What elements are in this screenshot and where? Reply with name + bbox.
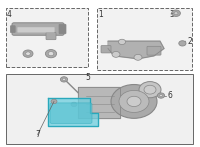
Circle shape bbox=[23, 50, 33, 57]
Text: 3: 3 bbox=[169, 10, 174, 19]
FancyBboxPatch shape bbox=[6, 74, 193, 144]
Text: 5: 5 bbox=[86, 73, 90, 82]
Circle shape bbox=[157, 93, 165, 98]
FancyBboxPatch shape bbox=[97, 8, 192, 70]
Text: 6: 6 bbox=[168, 91, 173, 100]
FancyBboxPatch shape bbox=[50, 103, 92, 123]
Circle shape bbox=[112, 51, 120, 57]
FancyBboxPatch shape bbox=[147, 46, 161, 55]
Circle shape bbox=[118, 39, 126, 45]
Circle shape bbox=[172, 10, 180, 16]
FancyBboxPatch shape bbox=[6, 8, 88, 67]
FancyBboxPatch shape bbox=[59, 24, 66, 34]
Text: 1: 1 bbox=[98, 10, 103, 19]
Circle shape bbox=[139, 82, 161, 98]
Circle shape bbox=[71, 102, 77, 107]
Circle shape bbox=[45, 50, 57, 58]
Circle shape bbox=[60, 77, 68, 82]
FancyBboxPatch shape bbox=[101, 46, 111, 53]
FancyBboxPatch shape bbox=[10, 26, 15, 32]
Circle shape bbox=[160, 95, 162, 97]
Circle shape bbox=[111, 85, 157, 118]
Circle shape bbox=[134, 54, 142, 60]
Text: 2: 2 bbox=[187, 37, 192, 46]
Circle shape bbox=[48, 52, 54, 56]
Text: 4: 4 bbox=[7, 10, 12, 19]
Polygon shape bbox=[78, 87, 120, 118]
Circle shape bbox=[127, 96, 141, 107]
Polygon shape bbox=[108, 41, 164, 59]
Circle shape bbox=[119, 90, 149, 112]
FancyBboxPatch shape bbox=[46, 32, 56, 40]
Circle shape bbox=[62, 78, 66, 81]
Circle shape bbox=[179, 41, 186, 46]
Circle shape bbox=[174, 12, 178, 15]
Circle shape bbox=[26, 52, 30, 55]
FancyBboxPatch shape bbox=[12, 23, 64, 35]
FancyBboxPatch shape bbox=[17, 27, 55, 32]
Circle shape bbox=[144, 85, 156, 94]
Circle shape bbox=[51, 99, 57, 104]
Polygon shape bbox=[48, 98, 98, 126]
Text: 7: 7 bbox=[35, 130, 40, 139]
